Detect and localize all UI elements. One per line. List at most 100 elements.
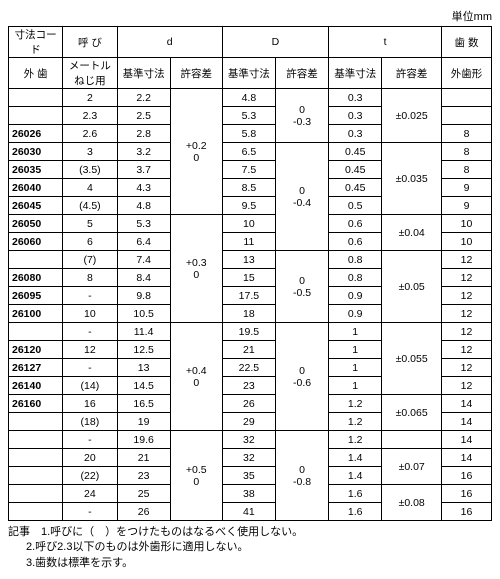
cell-nominal: 20	[63, 449, 117, 467]
cell-nominal: (22)	[63, 467, 117, 485]
cell-code	[9, 467, 63, 485]
cell-D-ref: 13	[222, 251, 275, 269]
cell-D-tol: 0 -0.6	[275, 323, 328, 431]
table-row: 2425381.6±0.0816	[9, 485, 492, 503]
cell-d-ref: 25	[117, 485, 170, 503]
cell-teeth: 12	[442, 251, 492, 269]
cell-teeth: 16	[442, 485, 492, 503]
cell-nominal: 2	[63, 89, 117, 107]
cell-teeth: 10	[442, 215, 492, 233]
cell-d-ref: 14.5	[117, 377, 170, 395]
cell-t-ref: 1	[329, 323, 382, 341]
table-row: -19.6+0.5 0320 -0.81.214	[9, 431, 492, 449]
cell-t-tol: ±0.07	[382, 449, 442, 485]
h-d-tol: 許容差	[170, 58, 222, 89]
cell-teeth: 8	[442, 143, 492, 161]
cell-code	[9, 503, 63, 521]
cell-d-ref: 5.3	[117, 215, 170, 233]
cell-D-ref: 26	[222, 395, 275, 413]
cell-teeth: 12	[442, 287, 492, 305]
cell-teeth: 8	[442, 161, 492, 179]
cell-nominal: 2.3	[63, 107, 117, 125]
cell-D-ref: 8.5	[222, 179, 275, 197]
cell-d-ref: 8.4	[117, 269, 170, 287]
cell-code	[9, 431, 63, 449]
cell-t-ref: 1	[329, 377, 382, 395]
cell-d-ref: 4.8	[117, 197, 170, 215]
h-teeth: 歯 数	[442, 27, 492, 58]
cell-nominal: (14)	[63, 377, 117, 395]
cell-D-ref: 38	[222, 485, 275, 503]
cell-t-ref: 1	[329, 359, 382, 377]
h-code: 寸法コード	[9, 27, 63, 58]
cell-D-tol: 0 -0.4	[275, 143, 328, 251]
cell-nominal: 24	[63, 485, 117, 503]
cell-code: 26026	[9, 125, 63, 143]
table-row: 2603033.26.50 -0.40.45±0.0358	[9, 143, 492, 161]
cell-d-ref: 6.4	[117, 233, 170, 251]
cell-t-ref: 0.6	[329, 215, 382, 233]
cell-nominal: 5	[63, 215, 117, 233]
table-row: -11.4+0.4 019.50 -0.61±0.05512	[9, 323, 492, 341]
cell-code	[9, 89, 63, 107]
cell-nominal: -	[63, 431, 117, 449]
cell-D-ref: 23	[222, 377, 275, 395]
cell-nominal: -	[63, 323, 117, 341]
cell-D-ref: 17.5	[222, 287, 275, 305]
cell-code: 26030	[9, 143, 63, 161]
cell-d-tol: +0.2 0	[170, 89, 222, 215]
cell-D-ref: 15	[222, 269, 275, 287]
cell-code: 26160	[9, 395, 63, 413]
cell-code: 26100	[9, 305, 63, 323]
cell-d-tol: +0.4 0	[170, 323, 222, 431]
cell-nominal: 2.6	[63, 125, 117, 143]
cell-D-ref: 41	[222, 503, 275, 521]
cell-d-ref: 13	[117, 359, 170, 377]
cell-nominal: -	[63, 359, 117, 377]
cell-teeth: 16	[442, 503, 492, 521]
h-t-tol: 許容差	[382, 58, 442, 89]
cell-D-ref: 9.5	[222, 197, 275, 215]
cell-teeth: 14	[442, 431, 492, 449]
cell-d-ref: 9.8	[117, 287, 170, 305]
cell-teeth: 12	[442, 341, 492, 359]
cell-t-ref: 0.9	[329, 305, 382, 323]
h-outer: 外 歯	[9, 58, 63, 89]
cell-teeth: 10	[442, 233, 492, 251]
cell-d-ref: 3.7	[117, 161, 170, 179]
cell-t-ref: 1.6	[329, 485, 382, 503]
cell-D-ref: 21	[222, 341, 275, 359]
table-row: 22.2+0.2 04.80 -0.30.3±0.025	[9, 89, 492, 107]
cell-code: 26035	[9, 161, 63, 179]
cell-nominal: 3	[63, 143, 117, 161]
cell-code	[9, 323, 63, 341]
cell-code	[9, 413, 63, 431]
cell-D-tol: 0 -0.5	[275, 251, 328, 323]
cell-nominal: (4.5)	[63, 197, 117, 215]
cell-t-ref: 0.8	[329, 251, 382, 269]
cell-d-ref: 26	[117, 503, 170, 521]
cell-t-ref: 1.2	[329, 413, 382, 431]
h-t: t	[329, 27, 442, 58]
cell-nominal: 12	[63, 341, 117, 359]
cell-D-tol: 0 -0.8	[275, 431, 328, 521]
table-row: 2021321.4±0.0714	[9, 449, 492, 467]
cell-code	[9, 485, 63, 503]
cell-t-ref: 0.3	[329, 125, 382, 143]
cell-D-tol: 0 -0.3	[275, 89, 328, 143]
cell-code: 26095	[9, 287, 63, 305]
cell-t-ref: 1.6	[329, 503, 382, 521]
cell-nominal: -	[63, 503, 117, 521]
cell-t-tol: ±0.065	[382, 395, 442, 431]
cell-code: 26050	[9, 215, 63, 233]
h-shape: 外歯形	[442, 58, 492, 89]
cell-d-ref: 16.5	[117, 395, 170, 413]
cell-teeth: 9	[442, 197, 492, 215]
cell-teeth: 12	[442, 269, 492, 287]
cell-D-ref: 5.8	[222, 125, 275, 143]
h-d: d	[117, 27, 222, 58]
cell-t-tol: ±0.035	[382, 143, 442, 215]
cell-t-ref: 0.6	[329, 233, 382, 251]
cell-t-ref: 0.3	[329, 107, 382, 125]
cell-d-ref: 2.2	[117, 89, 170, 107]
